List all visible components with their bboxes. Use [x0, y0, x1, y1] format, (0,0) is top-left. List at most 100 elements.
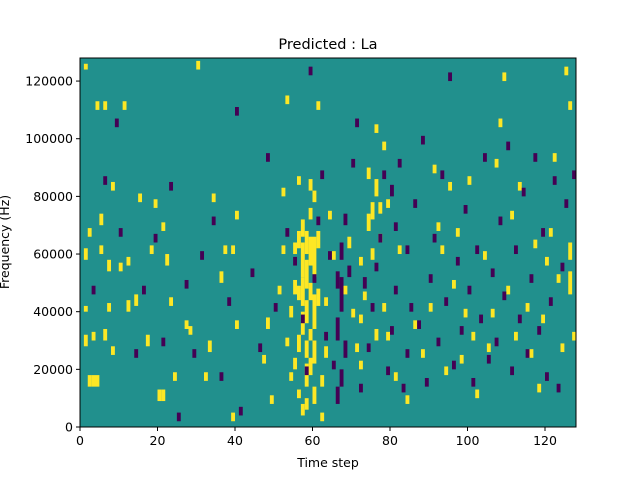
heatmap-cell-high [440, 245, 445, 255]
heatmap-cell-low [490, 268, 495, 278]
heatmap-cell-high [300, 403, 305, 416]
heatmap-cell-high [188, 326, 193, 335]
heatmap-cell-high [486, 343, 491, 353]
heatmap-cell-high [219, 271, 224, 283]
heatmap-cell-high [533, 239, 538, 249]
heatmap-cell-high [312, 236, 317, 278]
heatmap-cell-high [304, 300, 309, 324]
heatmap-cell-high [103, 328, 108, 341]
heatmap-cell-low [258, 343, 263, 353]
heatmap-cell-low [514, 245, 518, 255]
heatmap-cell-low [374, 262, 379, 272]
heatmap-cell-low [335, 317, 340, 341]
heatmap-cell-low [347, 265, 352, 278]
heatmap-cell-high [300, 277, 305, 306]
heatmap-cell-high [277, 285, 282, 295]
heatmap-cell-low [273, 303, 278, 312]
heatmap-cell-high [471, 331, 476, 341]
heatmap-cell-low [351, 158, 356, 168]
heatmap-cell-high [304, 259, 309, 289]
heatmap-cell-high [432, 164, 437, 174]
heatmap-cell-low [417, 320, 422, 329]
heatmap-cell-high [83, 305, 88, 312]
heatmap-cell-low [343, 340, 348, 358]
heatmap-cell-low [293, 256, 298, 266]
heatmap-cell-low [502, 291, 507, 301]
heatmap-cell-high [359, 314, 363, 324]
heatmap-cell-high [304, 398, 309, 410]
heatmap-cell-high [289, 305, 294, 318]
heatmap-cell-high [548, 228, 553, 237]
y-tick-label: 60000 [33, 247, 73, 262]
heatmap-cell-low [564, 199, 569, 208]
heatmap-cell-low [529, 274, 534, 283]
x-tick-label: 0 [76, 433, 84, 448]
heatmap-cell-low [552, 176, 557, 185]
heatmap-cell-high [393, 372, 398, 381]
heatmap-cell-high [316, 101, 321, 110]
heatmap-cell-low [432, 233, 437, 243]
heatmap-cell-high [467, 176, 472, 185]
heatmap-cell-high [374, 179, 379, 197]
heatmap-cell-low [467, 285, 472, 295]
heatmap-cell-high [308, 357, 313, 376]
heatmap-cell-low [440, 170, 445, 180]
heatmap-cell-high [405, 395, 410, 404]
y-tick-label: 80000 [33, 189, 73, 204]
heatmap-cell-high [498, 118, 503, 128]
x-tick-label: 80 [382, 433, 398, 448]
heatmap-cell-high [83, 334, 88, 347]
heatmap-cell-high [262, 354, 267, 364]
heatmap-cell-high [99, 213, 104, 226]
y-axis-ticks: 0 20000 40000 60000 80000 100000 120000 [25, 74, 80, 435]
heatmap-cell-low [436, 337, 441, 347]
heatmap-cell-high [269, 395, 274, 404]
heatmap-cell-high [366, 167, 371, 180]
heatmap-cell-low [266, 153, 270, 162]
heatmap-cell-high [111, 346, 115, 355]
heatmap-cell-low [219, 372, 224, 381]
heatmap-cell-low [428, 274, 433, 283]
heatmap-cell-high [386, 199, 391, 208]
heatmap-cell-low [541, 228, 546, 237]
heatmap-cell-high [231, 412, 236, 422]
heatmap-cell-high [362, 291, 367, 301]
heatmap-cell-high [138, 193, 143, 203]
heatmap-cell-high [510, 210, 515, 220]
heatmap-cell-low [397, 158, 402, 168]
heatmap-cell-low [413, 199, 418, 208]
heatmap-cell-low [525, 349, 530, 358]
heatmap-cell-low [200, 251, 205, 260]
heatmap-cell-high [165, 254, 170, 266]
heatmap-cell-low [459, 326, 464, 335]
heatmap-cell-low [378, 233, 383, 243]
heatmap-cell-high [514, 331, 518, 341]
heatmap-cell-high [293, 242, 298, 255]
heatmap-cell-high [304, 340, 309, 358]
heatmap-cell-high [506, 285, 511, 295]
heatmap-cell-low [390, 184, 394, 197]
heatmap-cell-low [483, 153, 487, 162]
heatmap-cell-low [328, 251, 332, 260]
heatmap-cell-high [328, 210, 332, 220]
heatmap-cell-high [316, 230, 321, 249]
heatmap-cell-low [153, 233, 158, 243]
heatmap-cell-low [471, 377, 476, 387]
heatmap-cell-high [572, 331, 577, 341]
heatmap-cell-low [405, 349, 410, 358]
heatmap-cell-high [397, 245, 402, 255]
heatmap-cell-low [382, 170, 387, 180]
heatmap-cell-high [122, 101, 127, 110]
heatmap-cell-low [114, 118, 119, 128]
heatmap-cell-high [517, 181, 522, 191]
heatmap-cell-high [300, 219, 305, 237]
heatmap-cell-low [250, 268, 255, 278]
heatmap-cell-low [510, 366, 515, 376]
heatmap-cell-high [266, 317, 270, 329]
y-tick-label: 40000 [33, 304, 73, 319]
heatmap-cell-high [483, 251, 487, 260]
x-tick-label: 100 [456, 433, 480, 448]
heatmap-cell-high [308, 328, 313, 341]
heatmap-cell-high [541, 314, 546, 324]
